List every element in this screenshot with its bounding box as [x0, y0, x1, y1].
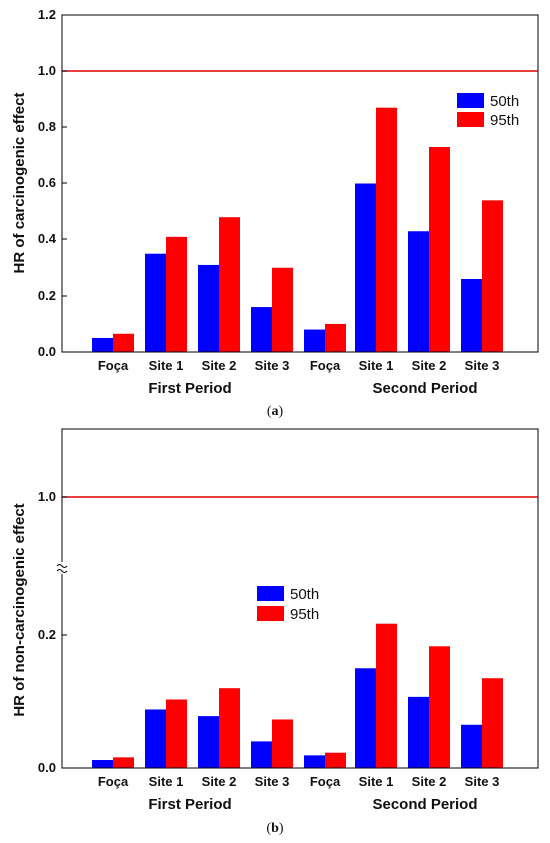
chart-b-y-tick-label: 0.0 [38, 760, 56, 775]
chart-b-x-tick-label: Site 1 [149, 774, 184, 789]
chart-b-bar-50th [198, 716, 219, 768]
chart-a-bar-50th [198, 264, 219, 352]
chart-a: 0.0 0.2 0.4 0.6 0.8 1.0 1.2 HR of carcin… [11, 7, 539, 419]
chart-b-caption-letter: b [271, 821, 279, 836]
chart-a-x-tick-label: Site 1 [149, 358, 184, 373]
chart-a-legend-swatch-95th [457, 112, 484, 127]
chart-b-bars [92, 623, 503, 768]
chart-b-bar-95th [429, 646, 450, 768]
chart-b-bar-50th [355, 668, 376, 768]
chart-a-y-tick-label: 0.2 [38, 288, 56, 303]
chart-b-bar-50th [304, 755, 325, 768]
chart-b-y-axis-label: HR of non-carcinogenic effect [11, 503, 28, 716]
chart-b-bar-95th [219, 688, 240, 768]
chart-b-x-tick-label: Site 2 [412, 774, 447, 789]
chart-a-bar-95th [272, 267, 293, 352]
chart-a-x-tick-label: Site 3 [255, 358, 290, 373]
chart-a-bar-95th [219, 217, 240, 352]
chart-b-legend-label-95th: 95th [290, 606, 319, 623]
chart-b-caption: (b) [266, 821, 283, 836]
chart-a-group-label-first: First Period [148, 380, 231, 397]
chart-b-y-tick-label: 1.0 [38, 489, 56, 504]
chart-a-bar-50th [461, 278, 482, 352]
chart-a-y-ticks [62, 14, 67, 353]
chart-a-y-tick-label: 1.0 [38, 63, 56, 78]
chart-a-bar-95th [325, 323, 346, 352]
chart-b-x-tick-label: Foça [98, 774, 129, 789]
chart-a-x-tick-label: Site 2 [202, 358, 237, 373]
chart-b-x-tick-label: Site 3 [255, 774, 290, 789]
chart-b-group-label-first: First Period [148, 796, 231, 813]
chart-b-bar-50th [251, 741, 272, 768]
chart-a-bar-95th [376, 107, 397, 352]
chart-a-bar-95th [113, 333, 134, 352]
chart-b-bar-50th [408, 696, 429, 768]
chart-a-x-tick-label: Site 1 [359, 358, 394, 373]
chart-a-x-tick-label: Foça [98, 358, 129, 373]
chart-a-bar-50th [251, 307, 272, 352]
chart-b-bar-95th [376, 623, 397, 768]
chart-a-y-tick-label: 1.2 [38, 7, 56, 22]
chart-b-group-label-second: Second Period [372, 796, 477, 813]
chart-a-caption: (a) [267, 404, 284, 419]
chart-b-bar-50th [145, 709, 166, 768]
chart-b-bar-95th [272, 719, 293, 768]
chart-b-legend-label-50th: 50th [290, 586, 319, 603]
chart-a-y-tick-label: 0.0 [38, 344, 56, 359]
chart-a-legend-label-95th: 95th [490, 112, 519, 129]
chart-a-y-tick-label: 0.8 [38, 119, 56, 134]
chart-b: 0.0 0.2 1.0 HR of non-carcinogenic effec… [11, 428, 539, 836]
chart-b-plot-frame [61, 428, 539, 769]
chart-b-bar-50th [461, 724, 482, 768]
chart-a-bar-50th [145, 253, 166, 352]
chart-a-bar-95th [166, 236, 187, 352]
chart-a-bars [92, 107, 503, 352]
chart-a-y-tick-label: 0.4 [38, 231, 57, 246]
chart-a-legend-swatch-50th [457, 93, 484, 108]
chart-a-x-tick-label: Site 2 [412, 358, 447, 373]
chart-b-bar-50th [92, 760, 113, 768]
chart-b-bar-95th [482, 678, 503, 768]
chart-a-bar-50th [304, 329, 325, 352]
chart-a-y-axis-label: HR of carcinogenic effect [11, 93, 28, 274]
chart-a-x-tick-label: Foça [310, 358, 341, 373]
chart-b-axis-break [56, 562, 68, 574]
chart-a-caption-letter: a [272, 404, 279, 419]
chart-b-bar-95th [113, 757, 134, 768]
chart-b-x-tick-label: Site 3 [465, 774, 500, 789]
chart-a-bar-50th [408, 231, 429, 352]
chart-a-bar-50th [355, 183, 376, 352]
chart-b-x-tick-label: Foça [310, 774, 341, 789]
chart-a-legend-label-50th: 50th [490, 93, 519, 110]
chart-b-x-tick-label: Site 1 [359, 774, 394, 789]
chart-b-y-ticks [62, 496, 67, 769]
chart-b-bar-95th [166, 699, 187, 768]
chart-a-bar-95th [429, 146, 450, 352]
chart-a-bar-50th [92, 337, 113, 352]
chart-a-x-tick-label: Site 3 [465, 358, 500, 373]
chart-a-group-label-second: Second Period [372, 380, 477, 397]
chart-b-legend-swatch-50th [257, 586, 284, 601]
chart-b-legend-swatch-95th [257, 606, 284, 621]
chart-b-y-tick-label: 0.2 [38, 627, 56, 642]
chart-a-y-tick-label: 0.6 [38, 175, 56, 190]
chart-a-bar-95th [482, 200, 503, 352]
chart-b-x-tick-label: Site 2 [202, 774, 237, 789]
chart-b-bar-95th [325, 752, 346, 768]
